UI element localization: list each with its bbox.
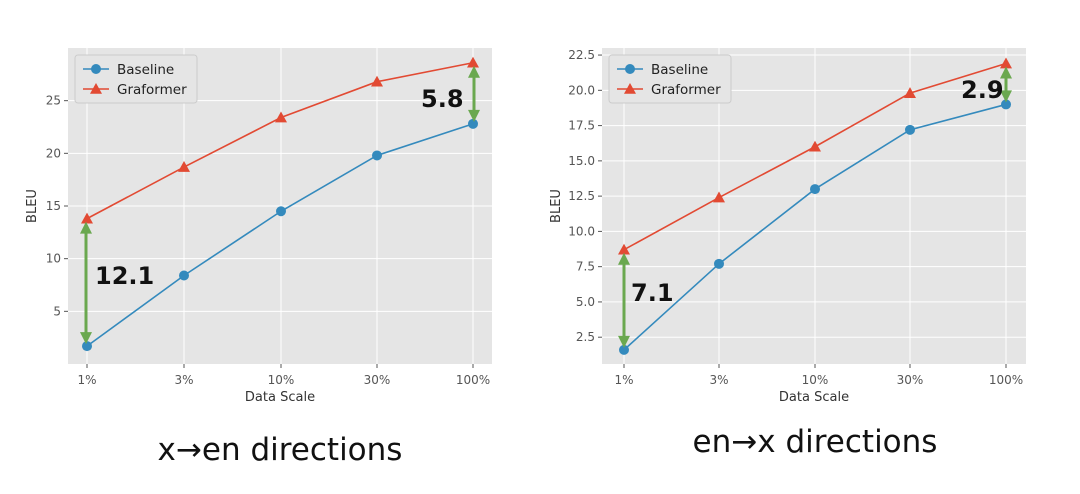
gap-annotation-label: 7.1 bbox=[631, 279, 674, 307]
data-point-graformer bbox=[81, 212, 93, 224]
x-axis-label: Data Scale bbox=[245, 390, 315, 405]
gap-arrow-head-down bbox=[468, 109, 480, 122]
data-point-baseline bbox=[179, 270, 189, 281]
y-tick-label: 20.0 bbox=[568, 83, 595, 97]
y-axis-label: BLEU bbox=[25, 189, 40, 223]
x-tick-label: 10% bbox=[802, 373, 829, 387]
data-point-baseline bbox=[372, 150, 382, 161]
gap-arrow-head-down bbox=[618, 335, 630, 348]
data-point-baseline bbox=[82, 341, 92, 352]
y-axis-label: BLEU bbox=[549, 189, 564, 223]
y-tick-label: 10.0 bbox=[568, 224, 595, 238]
y-tick-label: 15 bbox=[46, 199, 61, 213]
chart-caption: x→en directions bbox=[158, 432, 403, 468]
y-tick-label: 2.5 bbox=[576, 330, 595, 344]
legend-label: Baseline bbox=[651, 62, 708, 78]
y-tick-label: 5.0 bbox=[576, 295, 595, 309]
data-point-graformer bbox=[178, 161, 190, 172]
gap-arrow-head-up bbox=[618, 252, 630, 265]
data-point-baseline bbox=[1001, 99, 1011, 110]
x-tick-label: 30% bbox=[364, 373, 391, 387]
chart-1: 5 10 15 20 25 1% 3% 10% 30% 100% Data Scale BLEU Bas… bbox=[25, 48, 492, 468]
gap-arrow-head-up bbox=[468, 65, 480, 78]
data-point-baseline bbox=[714, 258, 724, 269]
x-tick-label: 3% bbox=[709, 373, 728, 387]
y-tick-label: 12.5 bbox=[568, 189, 595, 203]
gap-arrow-head-up bbox=[80, 221, 92, 234]
legend-marker-circle bbox=[625, 64, 635, 74]
data-point-baseline bbox=[619, 344, 629, 355]
y-tick-label: 22.5 bbox=[568, 48, 595, 62]
data-point-baseline bbox=[810, 184, 820, 195]
gap-annotation-label: 2.9 bbox=[961, 76, 1004, 104]
legend-marker-triangle bbox=[90, 83, 102, 94]
data-point-graformer bbox=[467, 56, 479, 68]
data-point-graformer bbox=[713, 191, 725, 203]
legend-marker-circle bbox=[91, 64, 101, 74]
data-point-graformer bbox=[371, 75, 383, 87]
gap-arrow-head-up bbox=[1000, 66, 1012, 79]
x-tick-label: 3% bbox=[174, 373, 193, 387]
chart-2: 2.5 5.0 7.5 10.0 12.5 15.0 17.5 20.0 22.5 1% 3% 10%… bbox=[549, 48, 1026, 460]
legend-box bbox=[608, 54, 732, 104]
y-tick-label: 10 bbox=[46, 252, 61, 266]
y-tick-label: 5 bbox=[53, 304, 61, 318]
gap-arrow-head-down bbox=[80, 332, 92, 345]
x-tick-label: 100% bbox=[456, 373, 490, 387]
legend-box bbox=[74, 54, 198, 104]
y-tick-label: 20 bbox=[46, 146, 61, 160]
data-point-graformer bbox=[618, 243, 630, 255]
x-tick-label: 1% bbox=[77, 373, 96, 387]
legend-label: Baseline bbox=[117, 62, 174, 78]
y-tick-label: 15.0 bbox=[568, 154, 595, 168]
data-point-graformer bbox=[275, 111, 287, 123]
data-point-baseline bbox=[468, 118, 478, 129]
x-tick-label: 1% bbox=[614, 373, 633, 387]
y-tick-label: 25 bbox=[46, 94, 61, 108]
x-tick-label: 30% bbox=[897, 373, 924, 387]
data-point-graformer bbox=[904, 87, 916, 98]
gap-arrow-head-down bbox=[1000, 90, 1012, 103]
gap-annotation-label: 5.8 bbox=[421, 85, 464, 113]
x-axis-label: Data Scale bbox=[779, 390, 849, 405]
y-tick-label: 7.5 bbox=[576, 260, 595, 274]
data-point-graformer bbox=[809, 140, 821, 152]
legend-label: Graformer bbox=[117, 82, 187, 98]
legend-marker-triangle bbox=[624, 83, 636, 94]
data-point-graformer bbox=[1000, 57, 1012, 69]
x-tick-label: 10% bbox=[268, 373, 295, 387]
data-point-baseline bbox=[276, 206, 286, 217]
legend-label: Graformer bbox=[651, 82, 721, 98]
gap-annotation-label: 12.1 bbox=[95, 262, 154, 290]
chart-caption: en→x directions bbox=[693, 424, 938, 460]
y-tick-label: 17.5 bbox=[568, 119, 595, 133]
data-point-baseline bbox=[905, 124, 915, 135]
x-tick-label: 100% bbox=[989, 373, 1023, 387]
